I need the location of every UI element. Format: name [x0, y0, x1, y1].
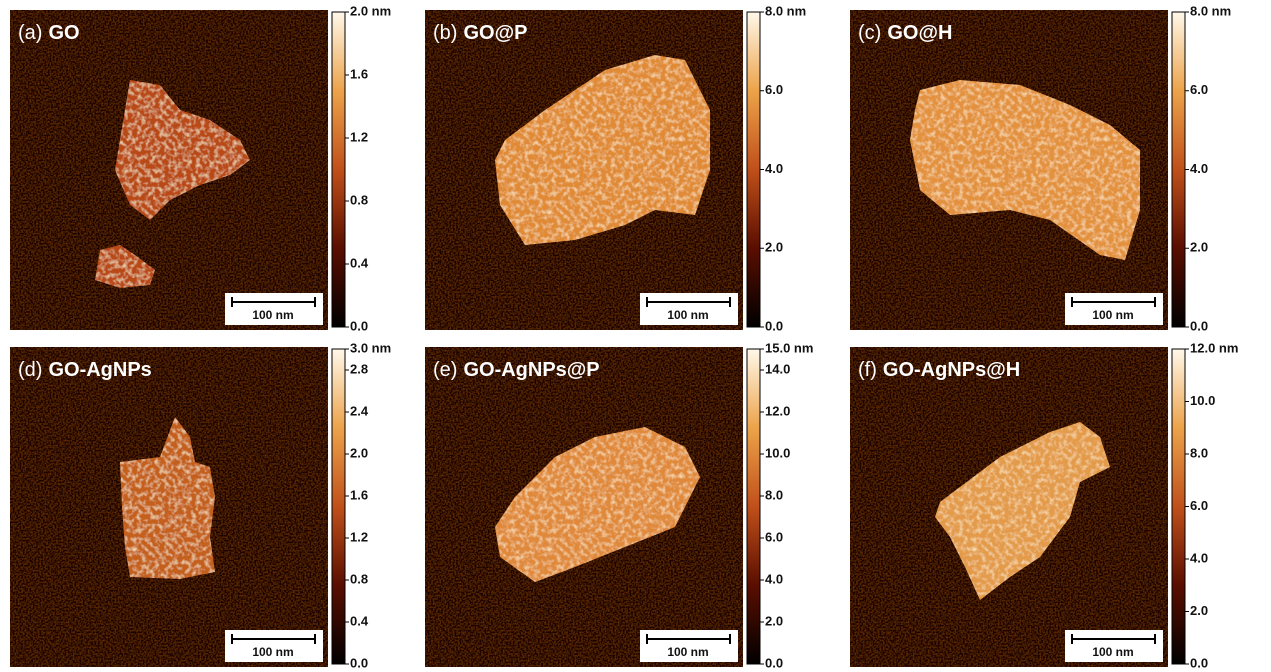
- panel: (d) GO-AgNPs 100 nm 3.0 nm 2.8 2.4 2.0 1.6 1.2 0.…: [10, 340, 391, 670]
- panel-label: (a): [18, 22, 42, 44]
- colorbar-label: 15.0 nm: [765, 340, 813, 355]
- colorbar-label: 12.0: [765, 403, 790, 418]
- colorbar-label: 2.0: [350, 445, 368, 460]
- colorbar-label: 2.8: [350, 361, 368, 376]
- colorbar-label: 8.0 nm: [765, 3, 806, 18]
- colorbar: [332, 349, 345, 664]
- colorbar-label: 0.0: [1190, 655, 1208, 670]
- panel-name: GO-AgNPs: [48, 359, 151, 381]
- panel-title: (a) GO: [18, 22, 80, 44]
- colorbar-label: 0.4: [350, 613, 369, 628]
- colorbar-label: 10.0: [1190, 393, 1215, 408]
- scale-bar-label: 100 nm: [252, 308, 293, 322]
- colorbar-label: 2.0 nm: [350, 3, 391, 18]
- colorbar-label: 2.4: [350, 403, 369, 418]
- colorbar-label: 4.0: [765, 161, 783, 176]
- panel-title: (d) GO-AgNPs: [18, 359, 152, 381]
- panel-title: (c) GO@H: [858, 22, 952, 44]
- colorbar-label: 14.0: [765, 361, 790, 376]
- colorbar-label: 8.0: [1190, 445, 1208, 460]
- colorbar: [747, 12, 760, 327]
- colorbar: [1172, 12, 1185, 327]
- colorbar-label: 0.4: [350, 255, 369, 270]
- colorbar-label: 3.0 nm: [350, 340, 391, 355]
- panel: (a) GO 100 nm 2.0 nm 1.6 1.2 0.8 0.4 0.0: [10, 3, 391, 333]
- panel-name: GO-AgNPs@P: [463, 359, 599, 381]
- panel: (b) GO@P 100 nm 8.0 nm 6.0 4.0 2.0 0.0: [425, 3, 806, 333]
- colorbar-label: 6.0: [1190, 498, 1208, 513]
- colorbar-label: 0.0: [765, 318, 783, 333]
- colorbar-label: 0.0: [765, 655, 783, 670]
- colorbar-label: 0.0: [1190, 318, 1208, 333]
- panel-label: (f): [858, 359, 877, 381]
- colorbar-label: 2.0: [765, 613, 783, 628]
- colorbar-label: 4.0: [1190, 550, 1208, 565]
- colorbar: [1172, 349, 1185, 664]
- scale-bar-label: 100 nm: [667, 645, 708, 659]
- colorbar: [332, 12, 345, 327]
- colorbar-label: 2.0: [765, 240, 783, 255]
- colorbar-label: 6.0: [765, 82, 783, 97]
- colorbar-label: 1.2: [350, 529, 368, 544]
- panel: (c) GO@H 100 nm 8.0 nm 6.0 4.0 2.0 0.0: [850, 3, 1231, 333]
- colorbar-label: 8.0 nm: [1190, 3, 1231, 18]
- colorbar-label: 6.0: [1190, 82, 1208, 97]
- panel: (e) GO-AgNPs@P 100 nm 15.0 nm 14.0 12.0 10.0 8.…: [425, 340, 813, 670]
- panel-title: (b) GO@P: [433, 22, 527, 44]
- panel-name: GO-AgNPs@H: [883, 359, 1020, 381]
- colorbar-label: 4.0: [765, 571, 783, 586]
- colorbar-label: 4.0: [1190, 161, 1208, 176]
- colorbar: [747, 349, 760, 664]
- scale-bar-label: 100 nm: [1092, 645, 1133, 659]
- panel-label: (e): [433, 359, 457, 381]
- colorbar-label: 8.0: [765, 487, 783, 502]
- scale-bar-label: 100 nm: [1092, 308, 1133, 322]
- colorbar-label: 1.6: [350, 487, 368, 502]
- scale-bar-label: 100 nm: [667, 308, 708, 322]
- panel-name: GO@P: [463, 22, 527, 44]
- panel-title: (f) GO-AgNPs@H: [858, 359, 1020, 381]
- colorbar-label: 6.0: [765, 529, 783, 544]
- colorbar-label: 0.8: [350, 571, 368, 586]
- panel-label: (c): [858, 22, 881, 44]
- panel: (f) GO-AgNPs@H 100 nm 12.0 nm 10.0 8.0 6.0 4.0 2…: [850, 340, 1238, 670]
- scale-bar-label: 100 nm: [252, 645, 293, 659]
- colorbar-label: 1.2: [350, 129, 368, 144]
- colorbar-label: 2.0: [1190, 240, 1208, 255]
- colorbar-label: 0.0: [350, 318, 368, 333]
- panel-name: GO: [48, 22, 79, 44]
- colorbar-label: 0.8: [350, 192, 368, 207]
- colorbar-label: 1.6: [350, 66, 368, 81]
- colorbar-label: 10.0: [765, 445, 790, 460]
- colorbar-label: 12.0 nm: [1190, 340, 1238, 355]
- panel-label: (b): [433, 22, 457, 44]
- panel-name: GO@H: [887, 22, 952, 44]
- colorbar-label: 2.0: [1190, 603, 1208, 618]
- colorbar-label: 0.0: [350, 655, 368, 670]
- panel-label: (d): [18, 359, 42, 381]
- figure: (a) GO 100 nm 2.0 nm 1.6 1.2 0.8 0.4 0.0 (b) GO@P 1…: [0, 0, 1271, 672]
